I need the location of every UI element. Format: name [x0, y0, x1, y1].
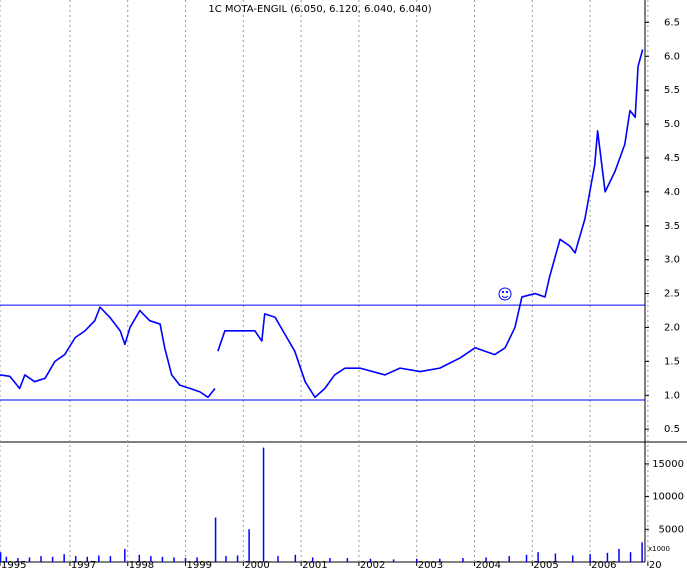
- volume-tick-label: 5000: [659, 524, 684, 535]
- volume-tick-label: 10000: [652, 492, 684, 503]
- volume-bar: [196, 557, 198, 562]
- volume-unit-label: x1000: [648, 545, 670, 553]
- volume-bar: [589, 554, 591, 562]
- volume-bar: [124, 548, 126, 562]
- volume-bar: [415, 558, 418, 562]
- y-tick-label: 2.5: [664, 289, 680, 300]
- volume-bar: [248, 529, 250, 562]
- volume-bar: [51, 556, 54, 562]
- x-tick-label: 2003: [418, 560, 443, 569]
- volume-bar: [392, 559, 395, 562]
- y-tick-label: 3.5: [664, 221, 680, 232]
- volume-bar: [262, 447, 265, 562]
- volume-bar: [439, 558, 441, 562]
- volume-bar: [17, 558, 19, 562]
- volume-bar: [0, 552, 2, 562]
- chart-title: 1C MOTA-ENGIL (6.050, 6.120, 6.040, 6.04…: [208, 4, 431, 15]
- volume-bar: [294, 554, 297, 562]
- volume-bar: [109, 556, 112, 562]
- volume-bar: [629, 552, 632, 562]
- x-tick-label: 1999: [187, 560, 212, 569]
- volume-bar: [641, 542, 643, 562]
- volume-bar: [236, 555, 239, 562]
- x-tick-label: 2002: [360, 560, 385, 569]
- volume-bar: [173, 557, 175, 562]
- x-tick-label: 2004: [476, 560, 501, 569]
- volume-bar: [572, 555, 574, 562]
- volume-bar: [329, 558, 331, 562]
- x-tick-label: 20: [649, 560, 662, 569]
- y-tick-label: 1.0: [664, 390, 680, 401]
- volume-bar: [618, 548, 620, 562]
- y-tick-label: 4.5: [664, 153, 680, 164]
- volume-bar: [86, 556, 89, 562]
- y-tick-label: 5.5: [664, 85, 680, 96]
- volume-bar: [184, 558, 187, 562]
- volume-bar: [225, 556, 227, 562]
- price-line: [0, 49, 644, 399]
- y-tick-label: 4.0: [664, 187, 680, 198]
- x-tick-label: 2001: [302, 560, 327, 569]
- y-tick-label: 6.5: [664, 17, 680, 28]
- y-tick-label: 5.0: [664, 119, 680, 130]
- volume-tick-label: 15000: [652, 459, 684, 470]
- x-tick-label: 1995: [1, 560, 26, 569]
- x-tick-label: 1998: [129, 560, 154, 569]
- y-tick-label: 0.5: [664, 424, 680, 435]
- smiley-icon: [498, 287, 512, 301]
- volume-bar: [277, 556, 279, 562]
- volume-bar: [5, 556, 8, 562]
- volume-bar: [150, 556, 152, 562]
- volume-bar: [537, 552, 539, 562]
- x-tick-label: 2006: [591, 560, 616, 569]
- volume-bar: [462, 558, 464, 562]
- y-tick-label: 2.0: [664, 322, 680, 333]
- x-tick-label: 2000: [244, 560, 269, 569]
- y-tick-label: 6.0: [664, 51, 680, 62]
- volume-bar: [214, 517, 217, 562]
- volume-bar: [28, 557, 31, 562]
- y-tick-label: 1.5: [664, 356, 680, 367]
- volume-bar: [346, 558, 349, 562]
- volume-bar: [40, 556, 42, 562]
- volume-bar: [508, 556, 510, 562]
- volume-bar: [98, 555, 100, 562]
- y-tick-label: 3.0: [664, 255, 680, 266]
- volume-bar: [606, 552, 609, 562]
- volume-bar: [485, 557, 487, 562]
- volume-bar: [369, 558, 372, 562]
- volume-bar: [311, 557, 314, 562]
- volume-bar: [63, 554, 65, 562]
- x-tick-label: 2005: [533, 560, 558, 569]
- volume-bar: [525, 554, 528, 562]
- volume-bar: [161, 556, 164, 562]
- volume-bar: [554, 553, 557, 562]
- x-tick-label: 1997: [71, 560, 96, 569]
- volume-bar: [74, 556, 77, 562]
- volume-bar: [138, 554, 141, 562]
